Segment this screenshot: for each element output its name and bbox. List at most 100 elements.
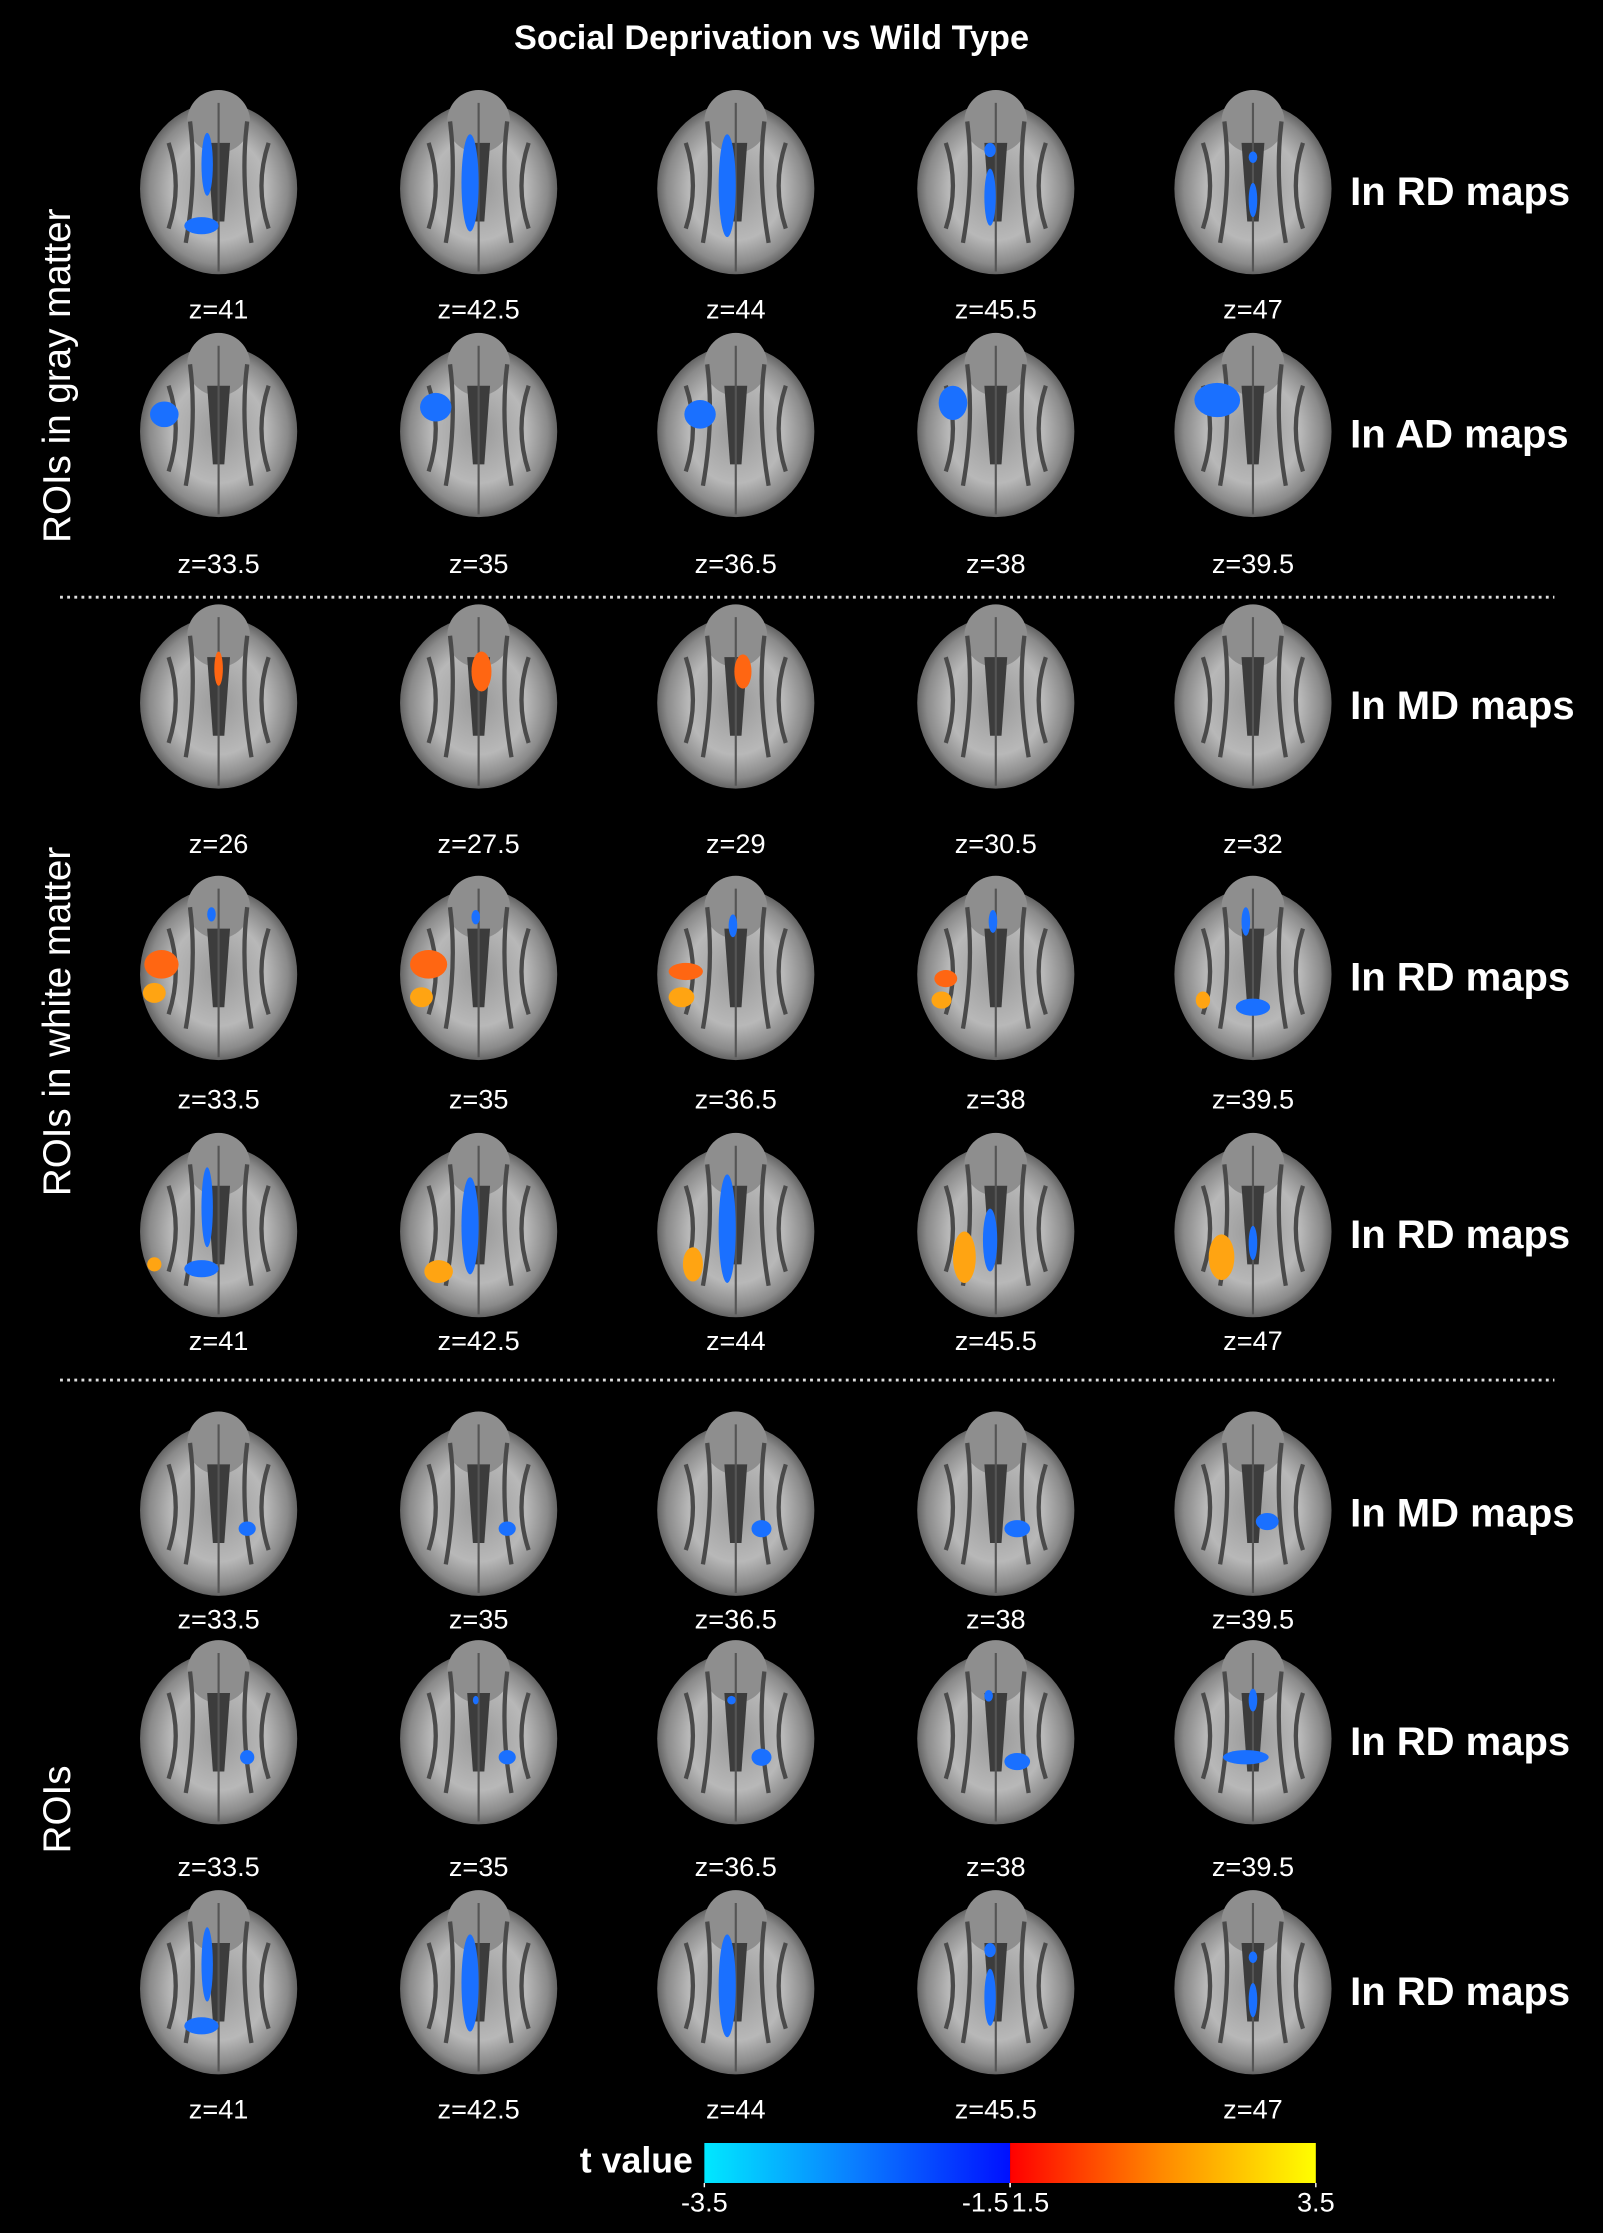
slice-label: z=35: [449, 1084, 509, 1115]
section-label: ROIs in white matter: [36, 847, 79, 1196]
slice-label: z=42.5: [438, 1325, 520, 1356]
activation-cluster: [214, 651, 223, 686]
brain-sulci: [943, 1921, 1048, 2044]
map-label: In RD maps: [1350, 956, 1570, 1000]
brain-sulci: [166, 1164, 271, 1287]
brain-slice: [657, 1640, 815, 1825]
brain-slice: [1174, 90, 1332, 275]
brain-slice: [1174, 1890, 1332, 2075]
activation-cluster: [684, 400, 716, 429]
activation-cluster: [728, 914, 738, 938]
slice-label: z=47: [1223, 2094, 1283, 2125]
brain-slice: [400, 1640, 558, 1825]
brain-sulci: [1200, 1921, 1305, 2044]
brain-sulci: [1200, 1164, 1305, 1287]
activation-cluster: [1241, 907, 1251, 936]
slice-label: z=45.5: [955, 2094, 1037, 2125]
brain-slice: [917, 1890, 1075, 2075]
brain-slice: [140, 90, 298, 275]
brain-sulci: [166, 1442, 271, 1565]
slice-label: z=45.5: [955, 294, 1037, 325]
activation-cluster: [668, 962, 703, 981]
brain-sulci: [426, 1921, 531, 2044]
slice-label: z=35: [449, 1604, 509, 1635]
activation-cluster: [461, 134, 479, 232]
slice-label: z=41: [189, 1325, 249, 1356]
activation-cluster: [988, 910, 998, 933]
slice-label: z=27.5: [438, 828, 520, 859]
activation-cluster: [201, 1927, 213, 2002]
brain-slice: [400, 332, 558, 518]
brain-sulci: [683, 1921, 788, 2044]
slice-label: z=39.5: [1212, 1084, 1294, 1115]
brain-slice: [917, 604, 1075, 789]
brain-slice: [1174, 604, 1332, 789]
brain-slice: [140, 1132, 298, 1318]
brain-slice: [1174, 1411, 1332, 1596]
activation-cluster: [1248, 1951, 1258, 1963]
brain-sulci: [166, 121, 271, 244]
brain-sulci: [426, 1442, 531, 1565]
brain-slice: [1174, 332, 1332, 518]
brain-slice: [917, 1411, 1075, 1596]
colorbar-tick-label: 3.5: [1297, 2187, 1335, 2218]
slice-label: z=36.5: [695, 1851, 777, 1882]
activation-cluster: [461, 1934, 479, 2032]
brain-slice: [657, 1890, 815, 2075]
slice-label: z=44: [706, 1325, 766, 1356]
brain-slice: [917, 1132, 1075, 1318]
brain-sulci: [426, 121, 531, 244]
activation-cluster: [1248, 1225, 1258, 1261]
activation-cluster: [184, 2017, 219, 2035]
activation-cluster: [938, 385, 968, 421]
brain-slice: [400, 1890, 558, 2075]
slice-label: z=39.5: [1212, 548, 1294, 579]
brain-slice: [140, 875, 298, 1061]
activation-cluster: [952, 1231, 976, 1283]
brain-sulci: [426, 1164, 531, 1287]
brain-sulci: [426, 364, 531, 487]
slice-label: z=47: [1223, 1325, 1283, 1356]
brain-sulci: [1200, 635, 1305, 758]
brain-slice: [400, 1411, 558, 1596]
brain-slice: [657, 90, 815, 275]
activation-cluster: [471, 910, 481, 925]
activation-cluster: [1222, 1750, 1269, 1765]
brain-slice: [657, 1411, 815, 1596]
slice-label: z=33.5: [178, 1851, 260, 1882]
activation-cluster: [1248, 1982, 1258, 2018]
activation-cluster: [931, 991, 952, 1009]
activation-cluster: [751, 1748, 772, 1766]
slice-label: z=44: [706, 2094, 766, 2125]
slice-label: z=33.5: [178, 1084, 260, 1115]
activation-cluster: [734, 654, 752, 689]
brain-sulci: [166, 635, 271, 758]
brain-sulci: [1200, 364, 1305, 487]
panels: z=41 z=42.5 z=44 z=45.5 z=47 In RD maps z=33.5…: [36, 90, 1575, 2218]
brain-slice: [917, 875, 1075, 1061]
brain-slice: [917, 1640, 1075, 1825]
activation-cluster: [984, 1690, 993, 1702]
brain-sulci: [943, 121, 1048, 244]
brain-sulci: [166, 1671, 271, 1794]
activation-cluster: [201, 132, 213, 196]
activation-cluster: [142, 982, 166, 1003]
activation-cluster: [682, 1247, 703, 1282]
brain-sulci: [1200, 121, 1305, 244]
activation-cluster: [420, 392, 452, 422]
map-label: In RD maps: [1350, 170, 1570, 214]
slice-label: z=30.5: [955, 828, 1037, 859]
activation-cluster: [144, 950, 179, 979]
brain-sulci: [683, 635, 788, 758]
colorbar-tick-label: -3.5: [681, 2187, 728, 2218]
slice-label: z=32: [1223, 828, 1283, 859]
map-label: In MD maps: [1350, 684, 1574, 728]
map-label: In AD maps: [1350, 413, 1569, 457]
activation-cluster: [1248, 1688, 1258, 1712]
map-label: In RD maps: [1350, 1970, 1570, 2014]
brain-slice: [400, 604, 558, 789]
slice-label: z=36.5: [695, 548, 777, 579]
activation-cluster: [984, 168, 996, 226]
